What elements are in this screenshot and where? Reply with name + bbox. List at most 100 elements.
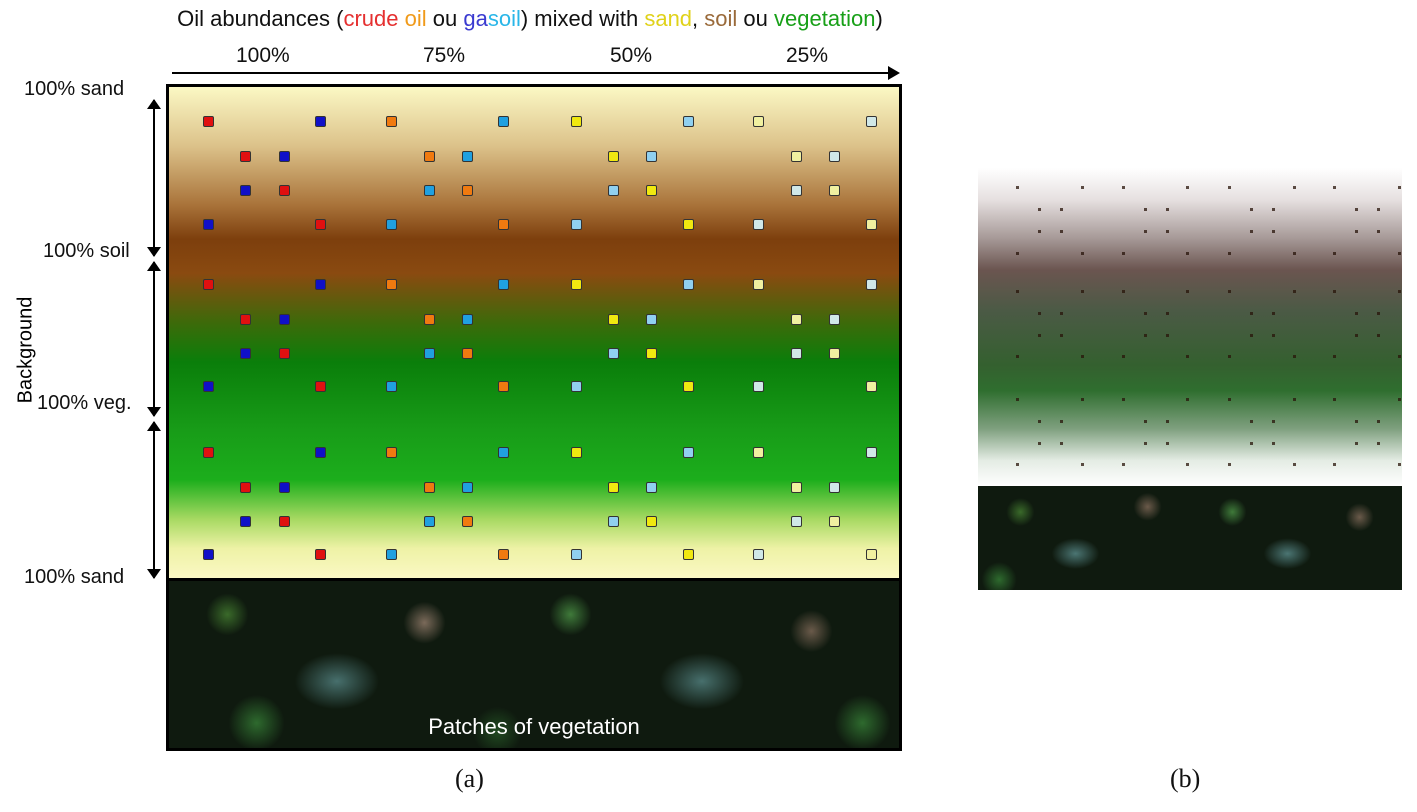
row-label-soil: 100% soil xyxy=(43,240,130,262)
oil-target-pixel-b xyxy=(1060,229,1064,233)
oil-target-pixel xyxy=(203,279,214,290)
oil-target-pixel-b xyxy=(1060,419,1064,423)
oil-target-pixel xyxy=(829,314,840,325)
oil-target-pixel xyxy=(608,516,619,527)
oil-target-pixel-b xyxy=(1333,290,1337,294)
oil-target-pixel-b xyxy=(1292,251,1296,255)
oil-target-pixel-b xyxy=(1292,355,1296,359)
oil-target-pixel xyxy=(315,116,326,127)
oil-target-pixel-b xyxy=(1143,312,1147,316)
oil-target-pixel xyxy=(829,151,840,162)
oil-target-pixel-b xyxy=(1121,397,1125,401)
oil-target-pixel-b xyxy=(1228,290,1232,294)
oil-target-pixel-b xyxy=(1228,355,1232,359)
synthetic-scene-b xyxy=(978,168,1402,486)
title-word: ) xyxy=(875,6,883,31)
oil-target-pixel-b xyxy=(1186,355,1190,359)
oil-target-pixel xyxy=(240,482,251,493)
oil-target-pixel-b xyxy=(1249,334,1253,338)
oil-target-pixel xyxy=(829,482,840,493)
oil-target-pixel xyxy=(829,185,840,196)
oil-target-pixel xyxy=(386,219,397,230)
oil-target-pixel xyxy=(279,185,290,196)
oil-target-pixel-b xyxy=(1377,441,1381,445)
oil-target-pixel xyxy=(424,482,435,493)
oil-target-pixel xyxy=(462,151,473,162)
oil-target-pixel-b xyxy=(1060,208,1064,212)
oil-target-pixel xyxy=(829,348,840,359)
oil-target-pixel xyxy=(279,151,290,162)
oil-target-pixel xyxy=(608,482,619,493)
oil-target-pixel xyxy=(315,447,326,458)
oil-target-pixel-b xyxy=(1016,290,1020,294)
title-word: sand xyxy=(644,6,693,31)
oil-target-pixel-b xyxy=(1080,462,1084,466)
title-word: crude xyxy=(343,6,405,31)
oil-target-pixel-b xyxy=(1143,334,1147,338)
oil-target-pixel xyxy=(571,116,582,127)
oil-target-pixel xyxy=(608,151,619,162)
oil-target-pixel xyxy=(608,348,619,359)
title-word: ga xyxy=(463,6,488,31)
oil-target-pixel xyxy=(753,219,764,230)
oil-target-pixel xyxy=(315,381,326,392)
oil-target-pixel xyxy=(462,516,473,527)
oil-target-pixel-b xyxy=(1080,355,1084,359)
oil-target-pixel xyxy=(753,381,764,392)
oil-target-pixel xyxy=(646,482,657,493)
oil-target-pixel-b xyxy=(1186,462,1190,466)
oil-target-pixel-b xyxy=(1355,229,1359,233)
oil-target-pixel-b xyxy=(1292,397,1296,401)
figure-title: Oil abundances (crude oil ou gasoil) mix… xyxy=(0,6,1060,32)
oil-target-pixel xyxy=(240,348,251,359)
oil-target-pixel-b xyxy=(1271,419,1275,423)
oil-target-pixel-b xyxy=(1398,462,1402,466)
oil-target-pixel xyxy=(646,185,657,196)
pct-label-25: 25% xyxy=(786,44,829,67)
oil-target-pixel xyxy=(498,219,509,230)
oil-target-pixel-b xyxy=(1228,251,1232,255)
oil-target-pixel-b xyxy=(1186,185,1190,189)
oil-target-pixel xyxy=(240,314,251,325)
oil-target-pixel xyxy=(315,219,326,230)
oil-target-pixel-b xyxy=(1186,397,1190,401)
oil-target-pixel-b xyxy=(1016,397,1020,401)
oil-target-pixel-b xyxy=(1398,355,1402,359)
oil-target-pixel-b xyxy=(1060,334,1064,338)
oil-target-pixel xyxy=(866,549,877,560)
pct-label-50: 50% xyxy=(610,44,653,67)
oil-target-pixel-b xyxy=(1080,251,1084,255)
oil-target-pixel xyxy=(498,447,509,458)
oil-target-pixel xyxy=(279,348,290,359)
title-word: , xyxy=(692,6,705,31)
oil-target-pixel xyxy=(462,482,473,493)
oil-target-pixel xyxy=(498,279,509,290)
oil-target-pixel-b xyxy=(1249,208,1253,212)
oil-target-pixel xyxy=(203,116,214,127)
vegetation-patches-a xyxy=(166,581,902,751)
oil-target-pixel-b xyxy=(1037,334,1041,338)
oil-target-pixel-b xyxy=(1037,229,1041,233)
oil-target-pixel xyxy=(462,348,473,359)
oil-target-pixel-b xyxy=(1355,441,1359,445)
oil-target-pixel xyxy=(386,116,397,127)
title-word: Oil abundances ( xyxy=(177,6,344,31)
oil-target-pixel xyxy=(571,549,582,560)
oil-target-pixel-b xyxy=(1016,251,1020,255)
oil-target-pixel xyxy=(866,116,877,127)
oil-target-pixel-b xyxy=(1186,290,1190,294)
oil-target-pixel-b xyxy=(1228,462,1232,466)
oil-target-pixel xyxy=(646,151,657,162)
vegetation-patches-label: Patches of vegetation xyxy=(428,714,640,739)
title-word: soil xyxy=(487,6,521,31)
oil-target-pixel-b xyxy=(1377,229,1381,233)
oil-target-pixel xyxy=(424,185,435,196)
oil-target-pixel-b xyxy=(1143,441,1147,445)
oil-target-pixel xyxy=(240,516,251,527)
oil-target-pixel xyxy=(386,381,397,392)
oil-target-pixel xyxy=(571,447,582,458)
oil-target-pixel xyxy=(683,116,694,127)
oil-target-pixel-b xyxy=(1165,208,1169,212)
oil-target-pixel xyxy=(240,185,251,196)
sand-soil-arrow xyxy=(147,99,161,257)
